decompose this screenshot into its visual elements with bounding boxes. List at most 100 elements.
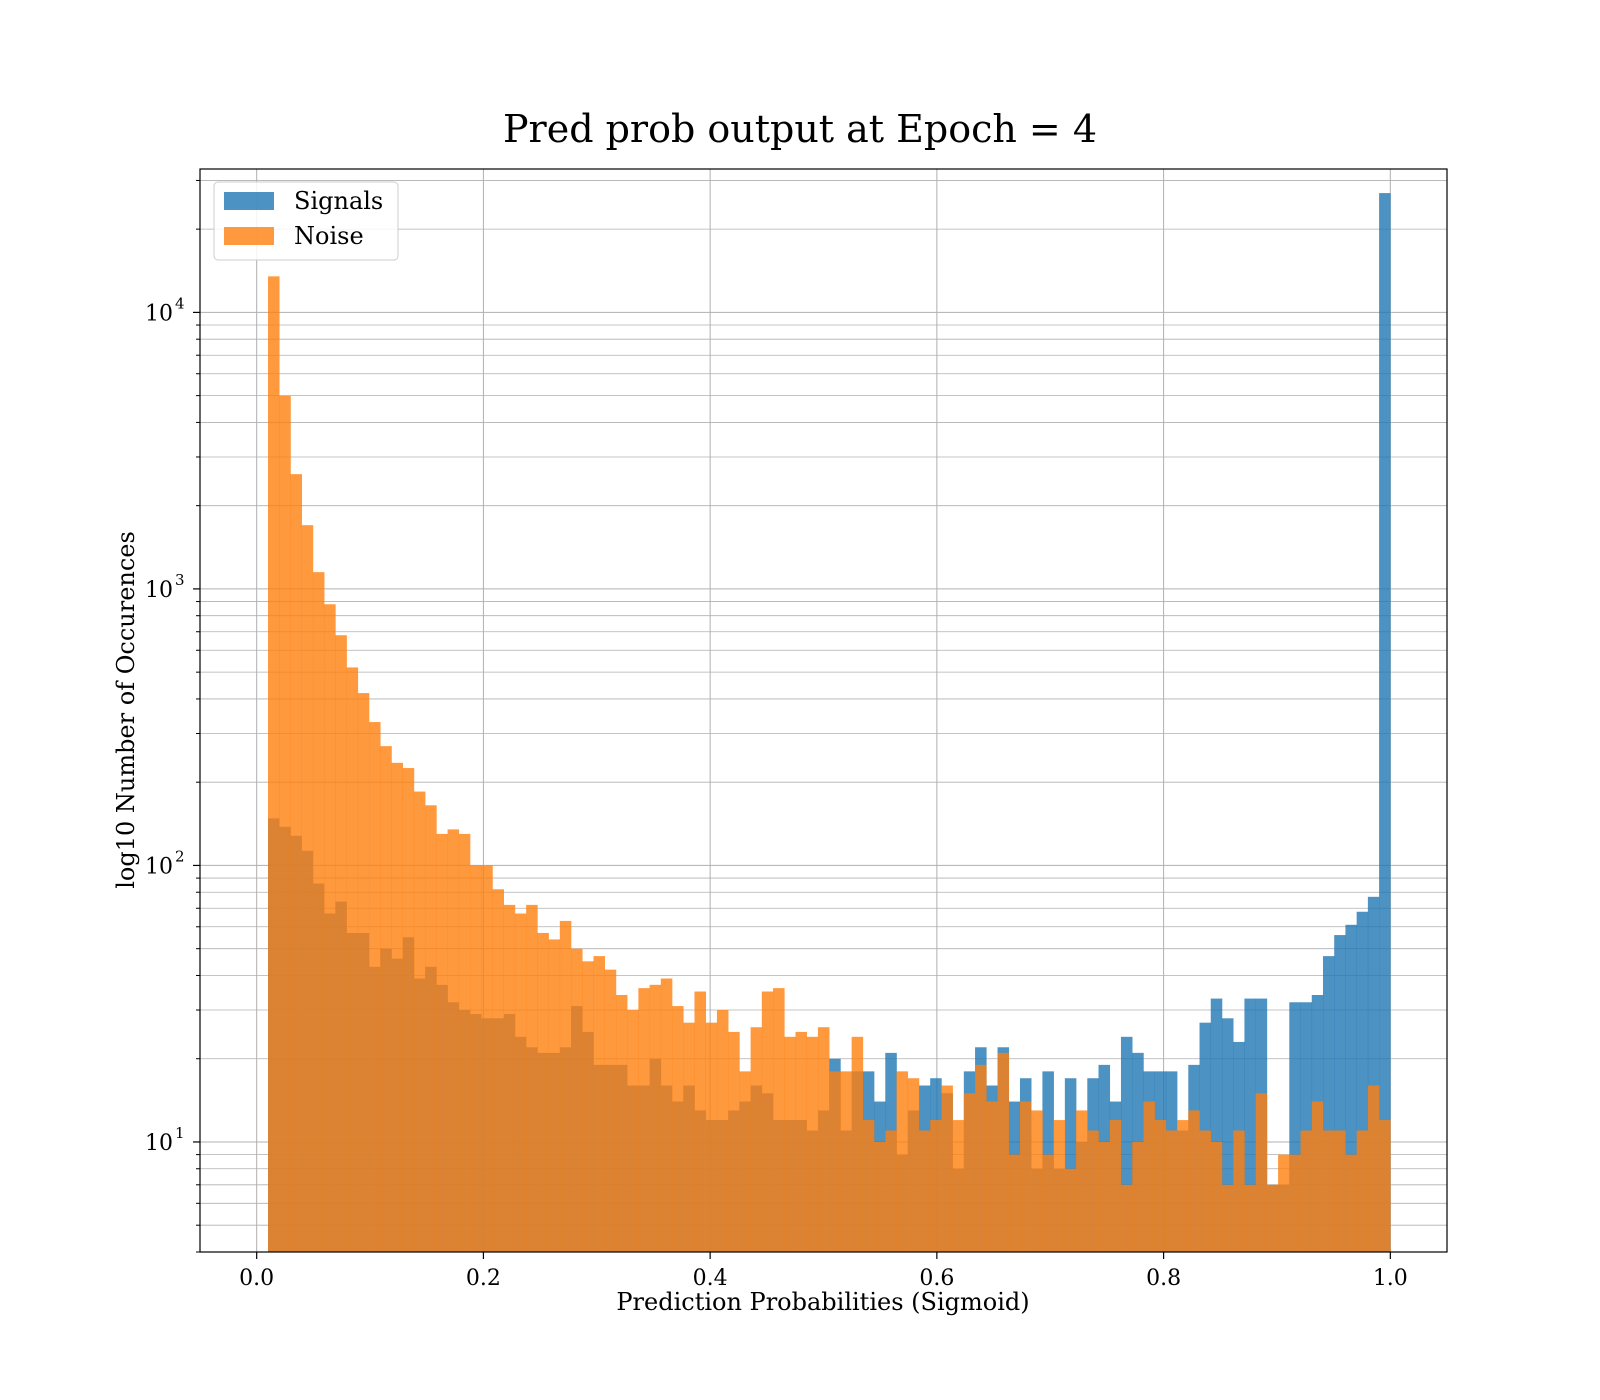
bar-noise [1031,1110,1043,1252]
bar-noise [672,1006,684,1252]
y-tick-exponent: 2 [175,847,185,865]
bar-noise [1165,1130,1178,1252]
bar-signals [1221,1018,1234,1252]
bar-noise [537,932,549,1252]
x-tick-label: 0.2 [466,1266,501,1291]
bar-noise [1356,1130,1369,1252]
bar-noise [862,1120,875,1252]
bar-noise [1109,1120,1122,1252]
bar-noise [402,768,415,1252]
bar-noise [1322,1130,1335,1252]
bar-signals [1334,935,1346,1252]
bar-noise [301,525,314,1252]
bar-noise [997,1052,1010,1252]
bar-noise [470,865,482,1252]
bar-noise [705,1022,718,1252]
bar-noise [447,829,460,1252]
bar-noise [1367,1085,1380,1252]
bar-noise [1019,1101,1032,1252]
bar-noise [952,1120,965,1252]
bar-noise [1278,1154,1290,1252]
bar-noise [885,1130,897,1252]
y-tick-label: 10 [145,578,173,603]
bar-noise [369,722,381,1252]
bar-noise [1210,1141,1223,1252]
bar-noise [1053,1120,1066,1252]
bar-noise [761,991,774,1252]
bar-noise [436,833,448,1252]
bar-noise [593,956,606,1252]
bar-noise [795,1031,808,1252]
bar-noise [346,667,359,1252]
bar-noise [1008,1154,1021,1252]
bar-noise [481,865,493,1252]
y-axis-label: log10 Number of Occurences [112,531,140,889]
bar-noise [660,978,673,1252]
axes-frame [199,168,1448,1253]
bar-noise [514,913,527,1252]
legend: Signals Noise [213,181,399,261]
bar-noise [930,1120,942,1252]
bar-signals [1379,193,1391,1253]
bar-noise [896,1071,909,1252]
bar-noise [290,474,302,1252]
bar-noise [503,904,516,1252]
y-tick-exponent: 3 [175,571,185,589]
bar-noise [357,693,370,1252]
bar-signals [1345,924,1357,1252]
x-tick-label: 0.4 [693,1266,728,1291]
bar-noise [312,572,325,1252]
bar-signals [1300,1002,1313,1252]
bar-noise [615,994,628,1252]
bar-noise [1199,1130,1212,1252]
bar-noise [1311,1101,1324,1252]
y-tick-label: 10 [145,1131,173,1156]
bar-signals [1289,1002,1301,1252]
bar-signals [1322,956,1335,1252]
bar-noise [1334,1130,1346,1252]
y-tick-exponent: 4 [175,294,185,312]
x-axis-ticks: 0.0 0.2 0.4 0.6 0.8 1.0 [239,1252,1408,1291]
bar-noise [1098,1141,1111,1252]
bar-signals [1244,998,1256,1252]
bar-noise [526,904,538,1252]
x-tick-label: 0.6 [919,1266,954,1291]
noise-bars [268,276,1391,1252]
bar-noise [1300,1130,1313,1252]
bar-noise [1244,1184,1256,1252]
y-tick-label: 10 [145,854,173,879]
bar-noise [683,1022,695,1252]
bar-noise [1042,1154,1054,1252]
bar-noise [694,991,707,1252]
bar-signals [1356,911,1369,1252]
bar-noise [582,961,594,1252]
legend-label-noise: Noise [294,222,364,250]
bar-noise [773,988,785,1252]
bar-noise [627,1010,639,1252]
bar-signals [1210,998,1223,1252]
bar-noise [1120,1184,1133,1252]
bar-noise [458,833,471,1252]
x-tick-label: 0.0 [239,1266,274,1291]
bar-noise [1379,1120,1391,1252]
bar-noise [604,969,617,1252]
bar-noise [492,889,505,1252]
legend-label-signals: Signals [294,187,383,215]
bar-noise [1064,1168,1077,1252]
bar-noise [829,1071,841,1252]
legend-swatch-noise [224,227,274,245]
bar-noise [975,1064,987,1252]
bar-noise [548,939,561,1252]
bar-signals [1064,1078,1077,1252]
bar-noise [941,1085,953,1252]
bar-noise [413,791,426,1252]
bar-noise [1266,1184,1279,1252]
bar-noise [986,1101,998,1252]
bar-noise [391,762,403,1252]
bar-noise [784,1036,796,1252]
bar-noise [1154,1120,1167,1252]
x-tick-label: 0.8 [1146,1266,1181,1291]
bar-noise [728,1031,740,1252]
